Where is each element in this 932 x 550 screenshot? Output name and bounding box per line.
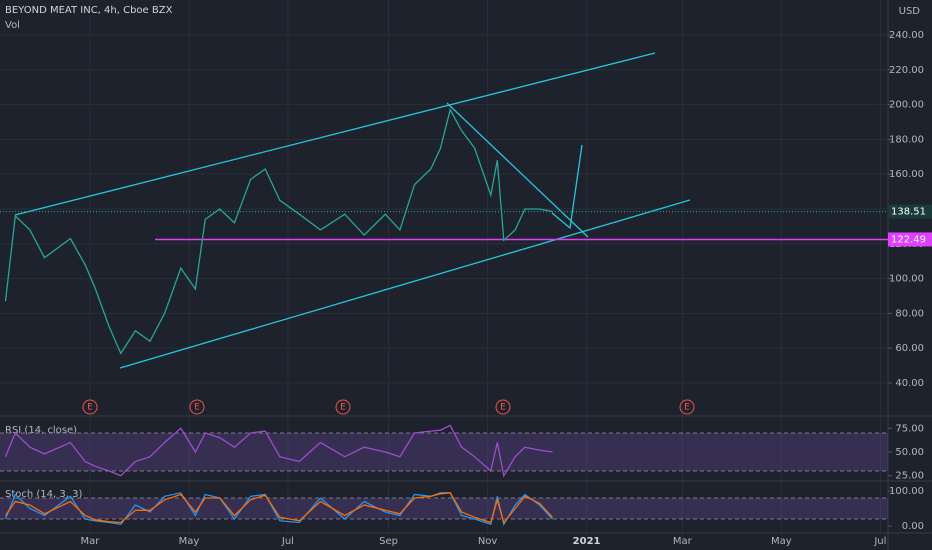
stoch-title: Stoch (14, 3, 3) — [5, 489, 82, 500]
band-fill — [0, 433, 888, 471]
x-tick-label: 2021 — [573, 536, 601, 547]
x-tick-label: Mar — [80, 536, 100, 547]
series-line — [4, 108, 553, 355]
x-tick-label: Mar — [673, 536, 693, 547]
y-tick-label: 25.00 — [895, 471, 924, 482]
earnings-text: E — [87, 403, 93, 413]
earnings-markers: E E E E E — [82, 399, 695, 415]
channel-lower — [119, 199, 691, 369]
x-tick-label: May — [179, 536, 200, 547]
y-tick-label: 180.00 — [889, 134, 924, 145]
price-label-box — [888, 232, 932, 247]
earnings-text: E — [340, 403, 346, 413]
earnings-marker — [679, 399, 695, 415]
volume-label: Vol — [5, 20, 20, 31]
y-tick-label: 200.00 — [889, 100, 924, 111]
price-label: 122.49 — [891, 234, 926, 245]
earnings-marker — [495, 399, 511, 415]
y-tick-label: 160.00 — [889, 169, 924, 180]
y-tick-label: 80.00 — [895, 308, 924, 319]
series-line — [4, 424, 553, 478]
x-tick-label: Jul — [281, 536, 294, 547]
channel-upper — [14, 52, 656, 216]
band-fill — [0, 498, 888, 520]
projection — [551, 144, 583, 230]
earnings-text: E — [500, 403, 506, 413]
y-tick-label: 40.00 — [895, 378, 924, 389]
y-tick-label: 240.00 — [889, 30, 924, 41]
y-tick-label: 75.00 — [895, 423, 924, 434]
x-tick-label: Nov — [478, 536, 498, 547]
wedge-line — [446, 102, 589, 238]
earnings-marker — [82, 399, 98, 415]
x-tick-label: May — [771, 536, 792, 547]
y-tick-label: 100.00 — [889, 486, 924, 497]
series-line — [4, 492, 553, 524]
price-label-box — [888, 204, 932, 219]
y-tick-label: 100.00 — [889, 274, 924, 285]
chart-title: BEYOND MEAT INC, 4h, Cboe BZX — [5, 5, 173, 16]
earnings-text: E — [684, 403, 690, 413]
x-tick-label: Jul — [873, 536, 886, 547]
currency: USD — [899, 6, 921, 17]
series-line — [4, 492, 553, 527]
earnings-marker — [189, 399, 205, 415]
earnings-text: E — [194, 403, 200, 413]
y-tick-label: 220.00 — [889, 65, 924, 76]
rsi-title: RSI (14, close) — [5, 425, 77, 436]
y-tick-label: 60.00 — [895, 343, 924, 354]
price-label: 138.51 — [891, 207, 926, 218]
y-tick-label: 50.00 — [895, 447, 924, 458]
y-tick-label: 0.00 — [902, 521, 924, 532]
earnings-marker — [335, 399, 351, 415]
x-tick-label: Sep — [379, 536, 398, 547]
